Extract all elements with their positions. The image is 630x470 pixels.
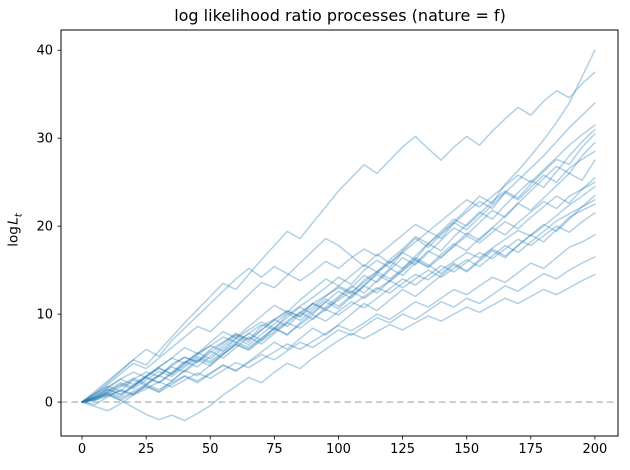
series-line-path-16 (81, 212, 596, 403)
series-line-path-11 (81, 181, 596, 412)
series-line-path-4 (81, 124, 596, 403)
series-line-path-1 (81, 49, 596, 403)
axes-spines (60, 29, 619, 437)
series-line-path-3 (81, 102, 596, 403)
series-line-path-18 (81, 256, 596, 403)
series-line-path-8 (81, 150, 596, 403)
y-tick-label: 0 (45, 396, 53, 411)
x-tick-label: 75 (266, 442, 283, 457)
x-tick-label: 125 (390, 442, 415, 457)
x-tick-label: 100 (326, 442, 351, 457)
series-line-path-14 (81, 199, 596, 403)
y-tick-label: 40 (36, 44, 53, 59)
y-tick-label: 10 (36, 308, 53, 323)
x-tick-label: 150 (454, 442, 479, 457)
x-tick-label: 25 (138, 442, 155, 457)
series-line-path-19 (81, 273, 596, 422)
x-tick-label: 200 (583, 442, 608, 457)
y-axis: 0 10 20 30 40 (36, 44, 61, 411)
y-axis-label: log Lt (6, 213, 25, 246)
series-line-path-17 (81, 234, 596, 403)
chart-title: log likelihood ratio processes (nature =… (174, 6, 506, 25)
x-tick-label: 50 (202, 442, 219, 457)
series-line-path-10 (81, 177, 596, 403)
y-axis-label-prefix: log (5, 226, 22, 247)
series-line-path-9 (81, 159, 596, 403)
series-line-path-5 (81, 128, 596, 406)
y-axis-label-subscript: t (13, 213, 25, 218)
series-line-path-13 (81, 194, 596, 403)
x-tick-label: 0 (78, 442, 86, 457)
series-line-path-6 (81, 133, 596, 403)
y-axis-label-var: L (5, 217, 22, 225)
x-axis: 0 25 50 75 100 125 150 175 200 (78, 436, 607, 457)
series-lines (81, 49, 596, 422)
series-line-path-12 (81, 185, 596, 403)
series-line-path-15 (81, 203, 596, 403)
y-tick-label: 20 (36, 220, 53, 235)
x-tick-label: 175 (518, 442, 543, 457)
series-line-path-7 (81, 141, 596, 403)
series-line-path-2 (81, 71, 596, 403)
y-tick-label: 30 (36, 132, 53, 147)
